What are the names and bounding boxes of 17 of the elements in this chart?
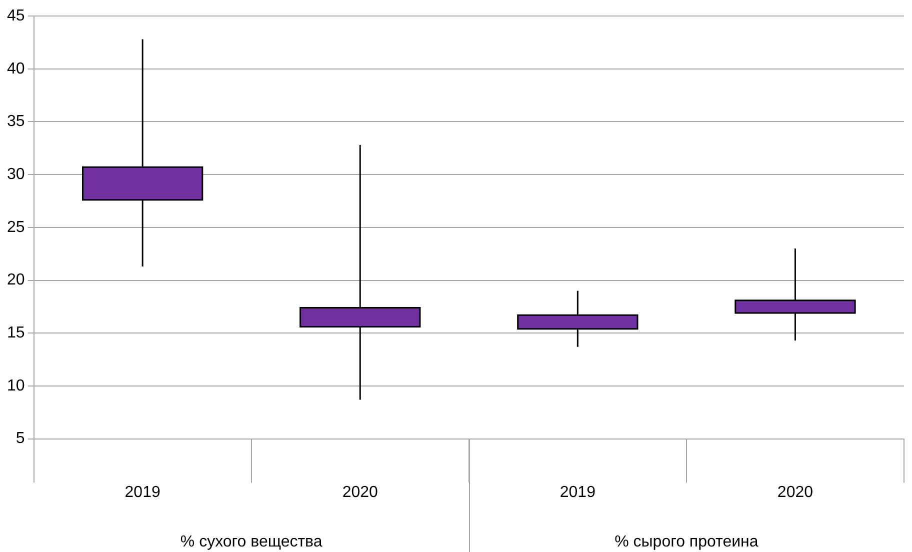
candlestick (734, 248, 856, 342)
x-tick-label: 2020 (342, 484, 378, 501)
text: % сухого вещества (180, 533, 322, 550)
y-tick-label: 45 (7, 7, 25, 24)
x-tick-label: 2020 (777, 484, 814, 501)
candlestick (300, 144, 421, 400)
y-tick-label: 15 (7, 324, 25, 342)
x-tick-label: 2019 (124, 484, 160, 501)
x-tick-label: 2019 (560, 484, 596, 501)
y-tick-label: 25 (7, 218, 25, 236)
y-tick-label: 30 (7, 166, 25, 183)
y-tick-label: 35 (7, 113, 25, 130)
y-tick-label: 5 (16, 430, 25, 448)
y-tick-label: 40 (7, 60, 25, 78)
y-tick-label: 20 (7, 272, 25, 289)
text: % сырого протеина (614, 533, 758, 550)
y-tick-label: 10 (7, 377, 25, 394)
